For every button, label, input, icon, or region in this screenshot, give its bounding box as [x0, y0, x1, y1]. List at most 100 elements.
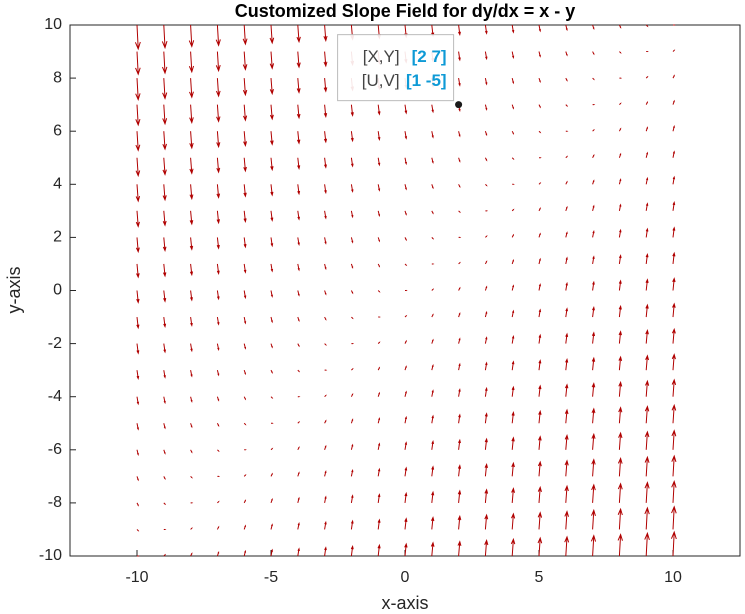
arrow	[511, 104, 514, 110]
arrow	[404, 441, 408, 450]
y-tick-label: -10	[39, 547, 62, 564]
arrow	[136, 476, 139, 482]
arrow	[430, 516, 435, 530]
arrow	[270, 548, 273, 557]
arrow	[645, 252, 649, 265]
arrow	[296, 51, 301, 69]
arrow	[670, 530, 677, 557]
arrow	[458, 312, 461, 318]
arrow	[457, 489, 462, 503]
arrow	[592, 280, 595, 291]
arrow	[350, 184, 354, 193]
arrow	[484, 336, 488, 344]
arrow	[511, 512, 516, 530]
arrow	[350, 519, 354, 530]
arrow	[404, 131, 408, 140]
arrow	[215, 51, 221, 73]
arrow	[377, 210, 381, 218]
datatip-label: [X,Y]	[363, 47, 400, 66]
arrow	[565, 281, 568, 291]
arrow	[618, 254, 622, 265]
arrow	[162, 237, 167, 252]
arrow	[617, 482, 623, 503]
arrow	[243, 343, 247, 350]
arrow	[242, 24, 248, 46]
arrow	[135, 131, 141, 152]
datatip-value: [1 -5]	[406, 71, 447, 90]
arrow	[163, 343, 167, 354]
arrow	[136, 502, 139, 507]
datatip-label: [U,V]	[362, 71, 400, 90]
x-tick-label: 10	[664, 569, 682, 586]
arrow	[511, 157, 515, 160]
arrow	[190, 552, 193, 557]
arrow	[404, 104, 408, 115]
arrow	[672, 49, 676, 52]
arrow	[351, 316, 354, 320]
arrow	[511, 258, 514, 265]
arrow	[511, 24, 515, 34]
arrow	[484, 513, 489, 530]
arrow	[270, 497, 273, 504]
arrow	[538, 384, 542, 397]
arrow	[243, 524, 246, 530]
arrow	[297, 369, 301, 373]
arrow	[592, 24, 595, 30]
arrow	[350, 393, 354, 397]
arrow	[270, 472, 273, 477]
arrow	[163, 423, 166, 430]
arrow	[243, 290, 247, 300]
arrow	[484, 386, 488, 397]
arrow	[377, 417, 381, 424]
arrow	[484, 285, 488, 291]
arrow	[671, 378, 677, 397]
arrow	[671, 403, 677, 424]
arrow	[458, 362, 461, 371]
arrow	[618, 127, 622, 132]
arrow	[618, 152, 622, 158]
arrow	[645, 303, 649, 318]
arrow	[537, 485, 542, 503]
arrow	[511, 77, 515, 85]
datatip-marker	[455, 101, 463, 109]
arrow	[538, 104, 541, 109]
arrow	[645, 354, 650, 371]
arrow	[270, 184, 274, 197]
arrow	[565, 180, 568, 185]
arrow	[484, 260, 488, 265]
arrow	[484, 24, 488, 35]
arrow	[592, 255, 595, 265]
arrow	[645, 24, 649, 28]
y-tick-label: 0	[53, 282, 62, 299]
x-tick-label: 0	[401, 569, 410, 586]
datatip-box	[337, 34, 455, 102]
arrow	[645, 176, 649, 185]
arrow	[351, 367, 354, 371]
arrow	[296, 104, 301, 120]
arrow	[190, 449, 193, 454]
arrow	[458, 286, 461, 291]
arrow	[592, 179, 595, 185]
arrow	[270, 290, 273, 298]
arrow	[404, 491, 408, 503]
arrow	[163, 396, 166, 405]
arrow	[404, 237, 407, 242]
arrow	[458, 157, 461, 163]
arrow	[163, 553, 167, 557]
arrow	[242, 51, 248, 71]
arrow	[538, 435, 542, 450]
arrow	[591, 356, 596, 371]
arrow	[538, 257, 541, 265]
arrow	[618, 304, 622, 318]
arrow	[565, 104, 569, 107]
arrow	[618, 431, 623, 450]
arrow	[324, 210, 327, 220]
arrow	[431, 157, 434, 164]
arrow	[297, 316, 300, 323]
y-tick-label: 8	[53, 69, 62, 86]
arrow	[511, 436, 515, 450]
arrow	[404, 365, 407, 371]
arrow	[618, 228, 622, 238]
arrow	[431, 363, 434, 371]
arrow	[672, 74, 675, 79]
